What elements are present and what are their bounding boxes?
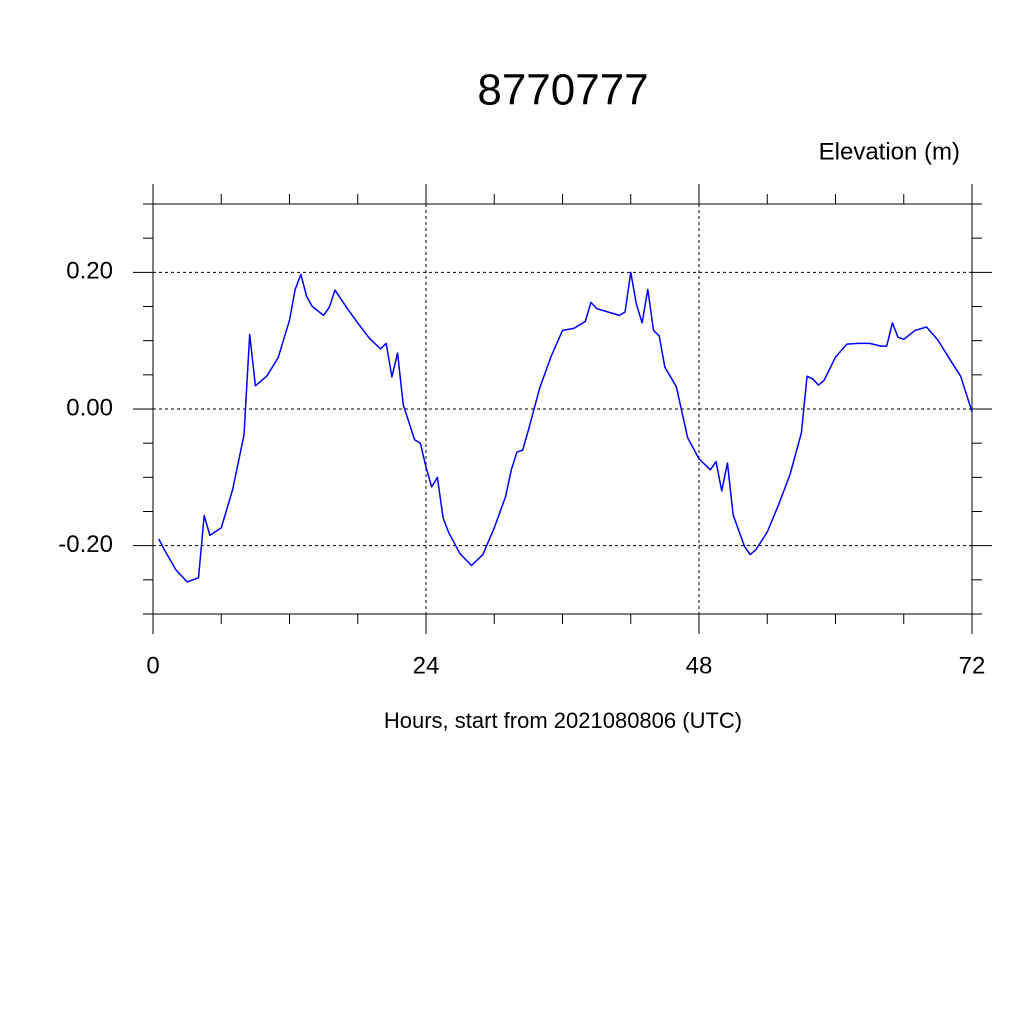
chart-subtitle: Elevation (m) [819,138,960,165]
y-tick-label: 0.20 [66,258,113,285]
x-tick-label: 0 [146,652,159,679]
x-tick-label: 48 [686,652,713,679]
x-axis-label: Hours, start from 2021080806 (UTC) [384,708,742,733]
data-line [158,271,973,583]
chart-title: 8770777 [477,66,648,115]
y-tick-label: 0.00 [66,394,113,421]
x-tick-label: 24 [413,652,440,679]
x-tick-label: 72 [959,652,986,679]
y-tick-label: -0.20 [58,531,113,558]
